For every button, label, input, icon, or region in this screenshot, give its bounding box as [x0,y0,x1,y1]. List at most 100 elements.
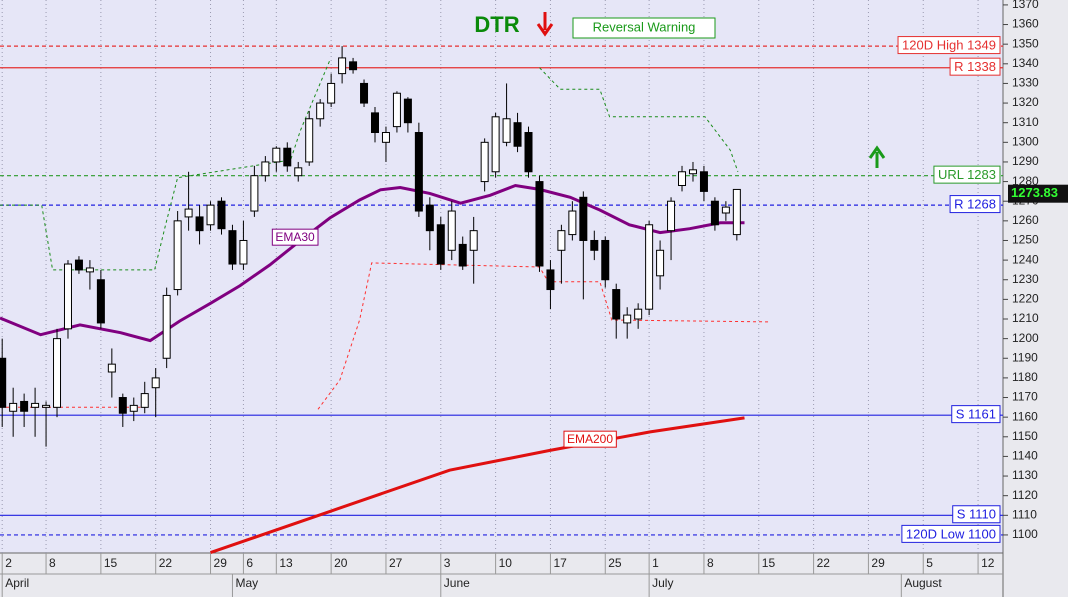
y-tick-label: 1260 [1012,213,1039,227]
marks [0,45,1003,555]
candle-body [283,147,292,167]
candle-body [579,196,588,241]
warning-text: Reversal Warning [593,19,696,34]
y-tick-label: 1250 [1012,233,1039,247]
level-box [933,165,1001,184]
candle-body [623,314,632,324]
y-tick-label: 1180 [1012,370,1038,384]
candle-body [206,204,215,226]
candle-body [557,230,566,251]
dtr-title: DTR [474,12,519,37]
indicator-line [0,183,745,343]
y-tick-label: 1140 [1012,449,1038,463]
candle-body [546,269,555,291]
candle-body [436,224,445,265]
candle-body [305,118,314,163]
x-tick-label: 27 [389,556,403,570]
y-tick-label: 1300 [1012,134,1039,148]
x-tick-label: 8 [707,556,714,570]
y-tick-label: 1230 [1012,272,1039,286]
candle-body [688,169,697,175]
y-tick-label: 1100 [1012,527,1038,541]
y-tick-label: 1370 [1012,0,1039,11]
candle-body [316,102,325,120]
candle-body [447,210,456,251]
candle-body [338,57,347,75]
candle-body [667,200,676,232]
candle-body [31,402,40,408]
candle-body [645,224,654,310]
x-tick-label: 15 [104,556,118,570]
candle-body [535,181,544,267]
candle-body [327,82,336,104]
stop-line [0,59,331,271]
candle-body [184,208,193,218]
candle-body [261,161,270,177]
x-tick-label: 8 [49,556,56,570]
candle-body [217,200,226,230]
candle-body [414,132,423,212]
up-arrow [868,145,886,168]
level-box [949,195,1001,214]
candle-body [140,393,149,408]
candle-body [590,239,599,251]
candle-body [425,204,434,232]
month-label: May [235,576,258,590]
candle-body [502,118,511,143]
y-tick-label: 1210 [1012,311,1039,325]
price-tag: 1273.83 [1011,185,1058,200]
y-tick-label: 1160 [1012,409,1038,423]
candle-body [250,175,259,212]
level-label: 120D High 1349 [902,38,996,53]
legend-box [563,430,617,448]
down-arrow [536,12,554,37]
level-box [897,36,1001,55]
labels: 1100 1110 1120 1130 1140 1150 1160 1170 1180 1190… [5,0,1068,590]
y-axis-area [1003,0,1068,597]
level-label: 120D Low 1100 [906,526,996,541]
candle-body [42,404,51,408]
month-label: April [5,576,29,590]
candle-body [239,239,248,265]
candle-body [129,404,138,412]
level-label: R 1268 [954,197,996,212]
candle-body [53,338,62,408]
candle-body [721,206,730,214]
candle-body [85,267,94,273]
price-tag-box [1008,184,1068,203]
level-box [949,57,1001,76]
y-tick-label: 1170 [1012,390,1038,404]
candle-body [228,230,237,265]
candle-body [195,216,204,232]
plot-area [0,0,1003,553]
candle-body [381,132,390,143]
candle-body [710,200,719,226]
candle-body [634,308,643,320]
candle-body [458,243,467,267]
candle-body [0,357,7,408]
series-label: EMA30 [275,230,315,244]
candle-body [601,239,610,281]
candle-body [162,294,171,359]
x-tick-label: 22 [817,556,831,570]
y-tick-label: 1310 [1012,115,1039,129]
stop-line [539,67,739,172]
y-tick-label: 1280 [1012,174,1039,188]
x-tick-label: 29 [214,556,228,570]
y-tick-label: 1190 [1012,350,1038,364]
x-tick-label: 10 [499,556,513,570]
x-tick-label: 17 [553,556,567,570]
x-tick-label: 2 [5,556,12,570]
level-box [952,505,1001,524]
level-box [901,524,1001,543]
warning-box [572,17,716,39]
candle-body [699,171,708,192]
x-tick-label: 22 [159,556,173,570]
level-label: R 1338 [954,59,996,74]
y-tick-label: 1150 [1012,429,1038,443]
y-tick-label: 1130 [1012,468,1038,482]
month-label: August [904,576,942,590]
x-axis-area [0,553,1003,597]
candle-body [74,259,83,271]
